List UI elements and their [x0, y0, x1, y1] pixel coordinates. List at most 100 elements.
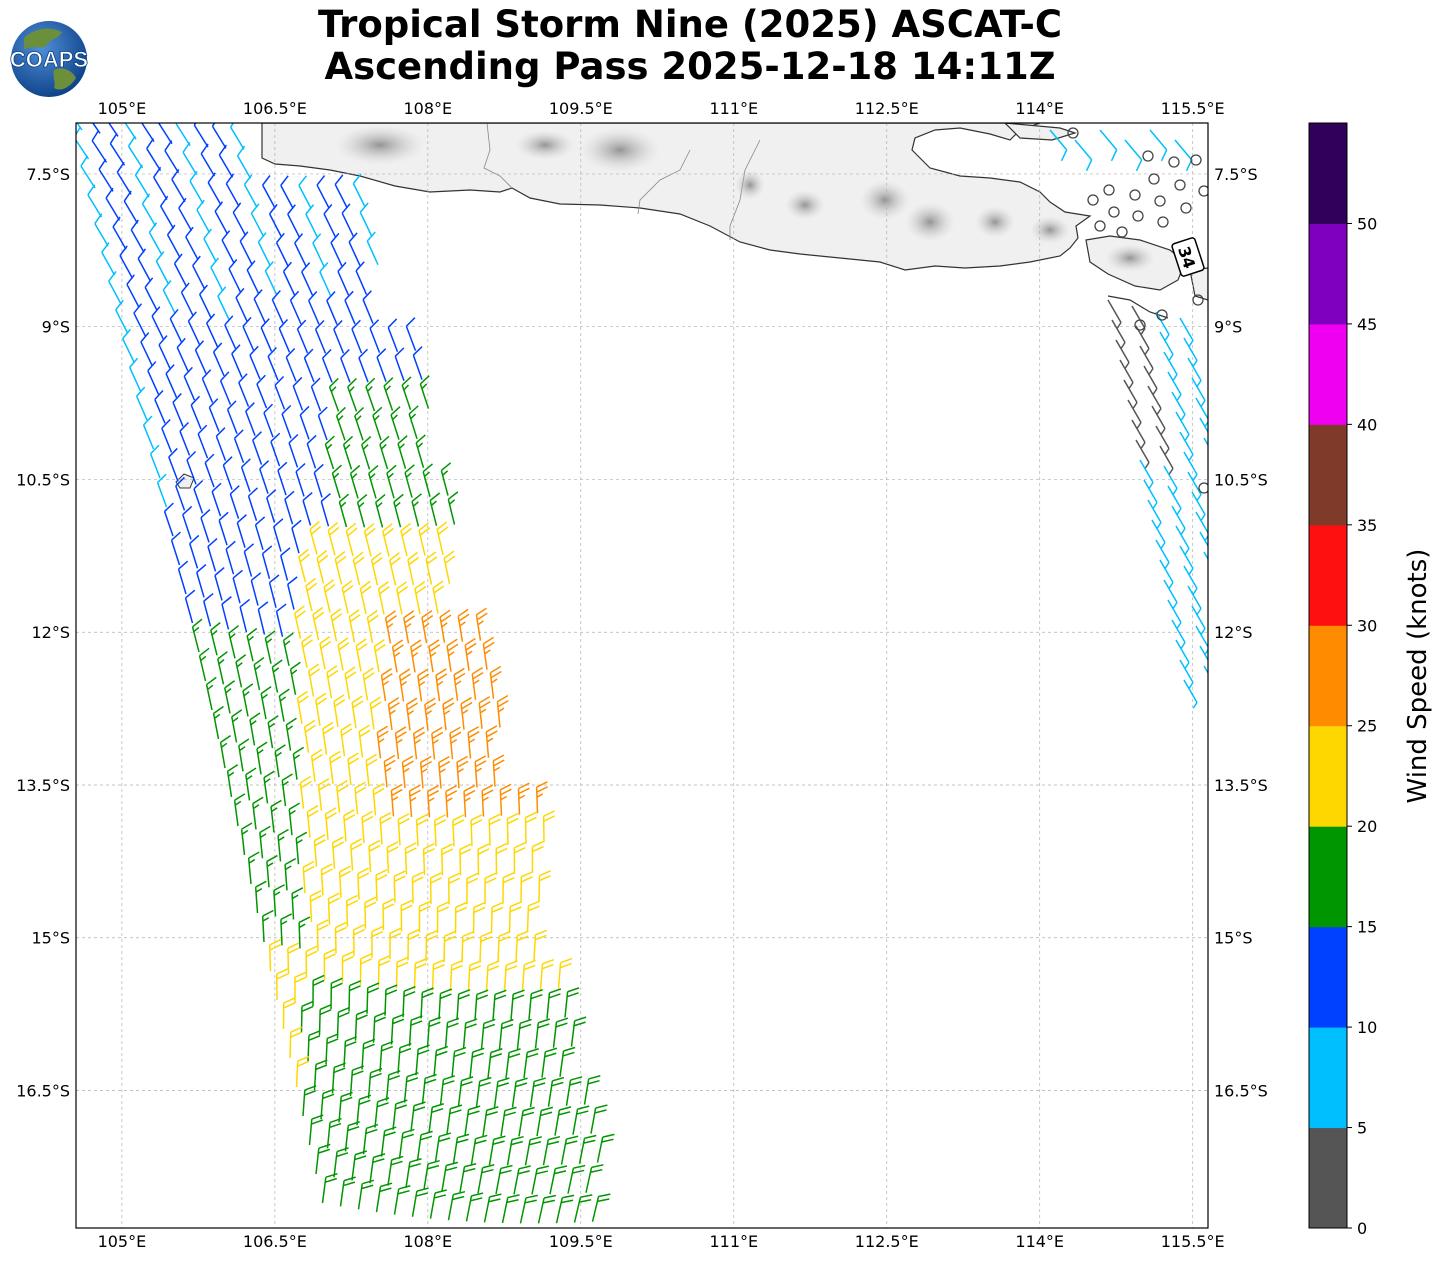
wind-barb	[327, 892, 340, 925]
lon-tick-label: 105°E	[98, 99, 147, 118]
terrain-shading	[335, 125, 1155, 272]
wind-barb	[236, 514, 247, 548]
wind-barb	[452, 1133, 470, 1164]
wind-barb	[572, 1105, 590, 1135]
wind-barb	[426, 785, 440, 818]
wind-barb	[359, 953, 373, 985]
wind-barb	[274, 744, 286, 778]
wind-barb	[196, 199, 211, 233]
wind-barb	[369, 696, 382, 730]
wind-barb	[191, 618, 203, 653]
wind-barb	[496, 695, 509, 728]
wind-barb	[469, 1047, 485, 1079]
wind-barb	[161, 418, 173, 453]
wind-barb	[1151, 405, 1166, 435]
wind-barb	[489, 665, 502, 699]
wind-barb	[313, 463, 324, 498]
wind-barb	[362, 290, 374, 324]
wind-barb	[303, 719, 316, 753]
wind-barb	[349, 464, 361, 499]
wind-barb	[1175, 639, 1190, 669]
wind-barb	[369, 319, 381, 353]
wind-barb	[361, 1038, 376, 1070]
wind-barb	[309, 890, 322, 923]
calm-wind-circle	[1132, 210, 1144, 222]
wind-barb	[319, 262, 332, 296]
wind-barb	[457, 1076, 474, 1107]
lat-tick-label: 10.5°S	[1214, 470, 1268, 489]
wind-barb	[256, 741, 268, 775]
wind-barb	[211, 123, 227, 149]
lat-tick-label: 13.5°S	[16, 776, 70, 795]
wind-barb	[375, 1182, 393, 1213]
wind-barb	[274, 375, 286, 410]
wind-barb	[383, 377, 394, 411]
colorbar-tick-label: 40	[1357, 415, 1377, 434]
wind-barb	[218, 144, 234, 178]
wind-barb	[173, 253, 188, 287]
wind-barb	[334, 551, 347, 585]
wind-barb	[539, 958, 555, 990]
wind-barb	[178, 197, 193, 232]
map-title: Tropical Storm Nine (2025) ASCAT-C Ascen…	[190, 4, 1190, 88]
lat-tick-label: 7.5°S	[26, 165, 70, 184]
wind-barb	[268, 939, 282, 972]
wind-barb	[1183, 451, 1198, 481]
wind-barb	[1147, 499, 1162, 529]
wind-barb	[493, 1077, 510, 1108]
colorbar-segment	[1309, 1127, 1347, 1229]
wind-barb	[273, 884, 285, 917]
wind-barb	[521, 959, 536, 991]
wind-barb	[411, 871, 424, 904]
wind-barb	[180, 282, 194, 316]
wind-barb	[345, 522, 358, 557]
wind-barb	[307, 291, 320, 325]
wind-barb	[570, 1016, 587, 1047]
wind-barb	[232, 202, 247, 236]
wind-barb	[282, 997, 296, 1030]
wind-barb	[423, 1159, 440, 1190]
wind-barb	[1191, 605, 1206, 635]
wind-barb	[418, 522, 431, 556]
wind-barb	[333, 694, 346, 728]
wind-barb	[157, 123, 173, 145]
wind-barb	[418, 900, 431, 933]
wind-barb	[438, 988, 453, 1020]
wind-barb	[436, 521, 449, 555]
wind-barb	[338, 1091, 353, 1123]
calm-wind-circle	[1198, 482, 1208, 494]
wind-barb	[524, 1136, 542, 1166]
wind-barb	[408, 405, 419, 439]
wind-barb	[1167, 599, 1182, 629]
wind-barb	[379, 1040, 394, 1072]
wind-barb	[415, 813, 428, 847]
wind-barb	[228, 625, 239, 659]
wind-barb	[385, 1070, 401, 1101]
wind-barb	[1199, 531, 1208, 555]
wind-barb	[477, 1164, 495, 1194]
wind-barb	[362, 667, 375, 701]
wind-barb	[256, 374, 268, 409]
wind-barb	[225, 173, 240, 207]
colorbar-tick-label: 50	[1357, 214, 1377, 233]
wind-barb	[372, 1011, 387, 1043]
wind-barb	[175, 476, 186, 511]
wind-barb	[184, 589, 196, 624]
wind-barb	[354, 406, 365, 441]
wind-barb	[323, 948, 336, 981]
wind-barb	[189, 170, 204, 204]
wind-barb	[447, 1190, 466, 1221]
wind-barb	[226, 400, 238, 435]
wind-barb	[331, 836, 344, 869]
wind-barb	[249, 345, 261, 380]
wind-barb	[214, 201, 229, 235]
calm-wind-circle	[1148, 173, 1160, 185]
wind-barb	[393, 493, 404, 528]
lat-tick-label: 12°S	[1214, 623, 1253, 642]
wind-barb	[492, 989, 507, 1021]
wind-barb	[1195, 625, 1208, 655]
wind-barb	[1131, 305, 1146, 335]
wind-barb	[590, 1104, 608, 1134]
wind-barb	[398, 668, 411, 702]
wind-barb	[1143, 479, 1158, 509]
